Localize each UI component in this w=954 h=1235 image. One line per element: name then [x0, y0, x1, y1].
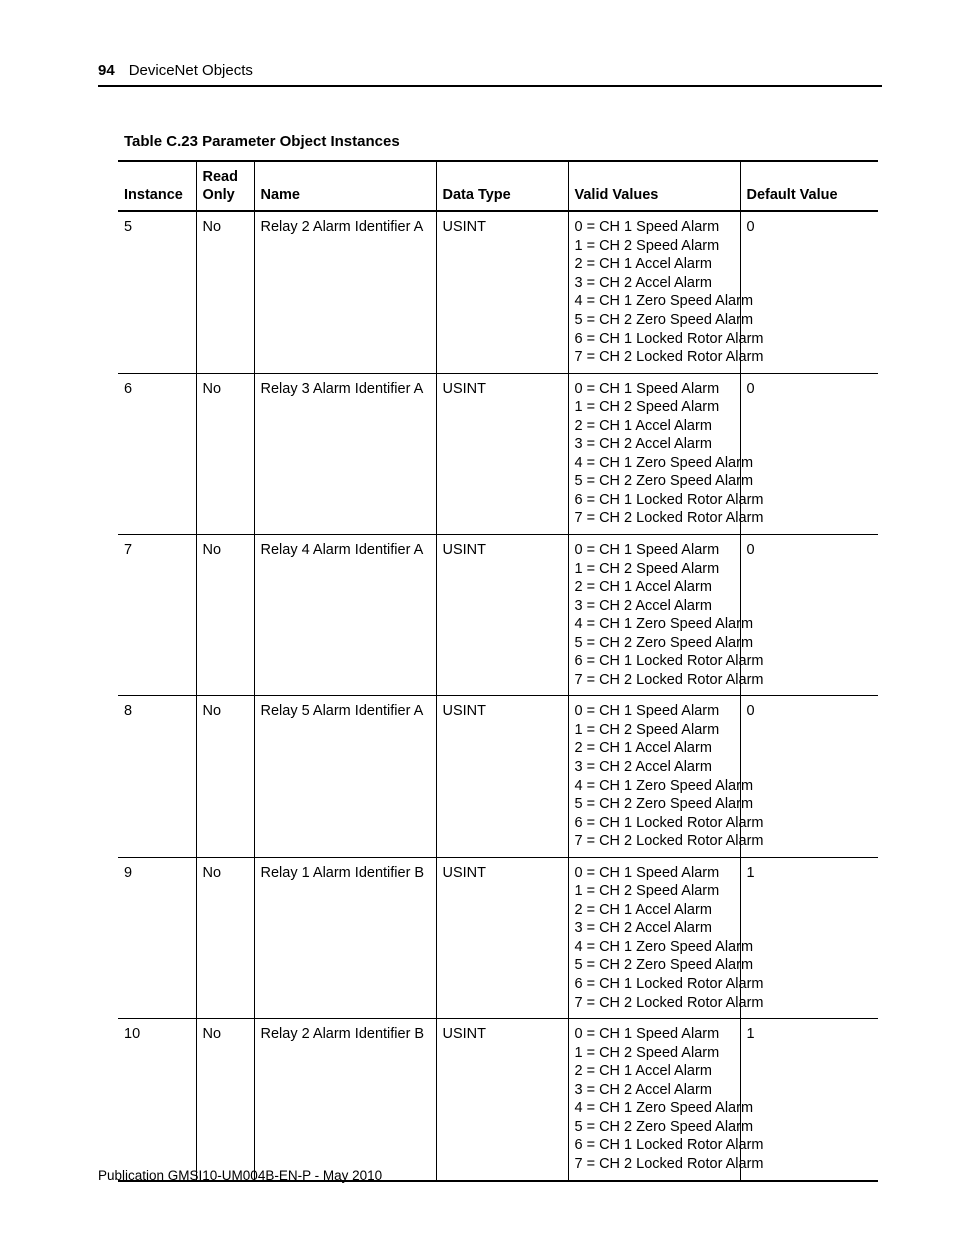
page-number: 94	[98, 62, 115, 79]
valid-value-line: 3 = CH 2 Accel Alarm	[575, 758, 734, 777]
col-read-only: Read Only	[196, 161, 254, 211]
valid-value-line: 6 = CH 1 Locked Rotor Alarm	[575, 652, 734, 671]
col-data-type: Data Type	[436, 161, 568, 211]
valid-value-line: 0 = CH 1 Speed Alarm	[575, 541, 734, 560]
cell-data-type: USINT	[436, 211, 568, 373]
table-header-row: Instance Read Only Name Data Type Valid …	[118, 161, 878, 211]
cell-instance: 8	[118, 696, 196, 857]
table-row: 7NoRelay 4 Alarm Identifier AUSINT0 = CH…	[118, 535, 878, 696]
valid-value-line: 0 = CH 1 Speed Alarm	[575, 218, 734, 237]
cell-data-type: USINT	[436, 857, 568, 1018]
valid-value-line: 7 = CH 2 Locked Rotor Alarm	[575, 509, 734, 528]
cell-instance: 6	[118, 373, 196, 534]
cell-name: Relay 3 Alarm Identifier A	[254, 373, 436, 534]
cell-instance: 5	[118, 211, 196, 373]
valid-value-line: 2 = CH 1 Accel Alarm	[575, 417, 734, 436]
cell-name: Relay 1 Alarm Identifier B	[254, 857, 436, 1018]
valid-value-line: 5 = CH 2 Zero Speed Alarm	[575, 956, 734, 975]
cell-instance: 9	[118, 857, 196, 1018]
parameter-table: Instance Read Only Name Data Type Valid …	[118, 160, 878, 1182]
valid-value-line: 3 = CH 2 Accel Alarm	[575, 435, 734, 454]
table-row: 6NoRelay 3 Alarm Identifier AUSINT0 = CH…	[118, 373, 878, 534]
valid-value-line: 4 = CH 1 Zero Speed Alarm	[575, 292, 734, 311]
cell-data-type: USINT	[436, 535, 568, 696]
cell-valid-values: 0 = CH 1 Speed Alarm1 = CH 2 Speed Alarm…	[568, 857, 740, 1018]
valid-value-line: 3 = CH 2 Accel Alarm	[575, 274, 734, 293]
section-title: DeviceNet Objects	[129, 62, 253, 79]
valid-value-line: 0 = CH 1 Speed Alarm	[575, 380, 734, 399]
table-row: 10NoRelay 2 Alarm Identifier BUSINT0 = C…	[118, 1019, 878, 1181]
table-row: 8NoRelay 5 Alarm Identifier AUSINT0 = CH…	[118, 696, 878, 857]
valid-value-line: 2 = CH 1 Accel Alarm	[575, 255, 734, 274]
cell-read-only: No	[196, 696, 254, 857]
valid-value-line: 7 = CH 2 Locked Rotor Alarm	[575, 832, 734, 851]
valid-value-line: 1 = CH 2 Speed Alarm	[575, 882, 734, 901]
col-name: Name	[254, 161, 436, 211]
valid-value-line: 6 = CH 1 Locked Rotor Alarm	[575, 1136, 734, 1155]
valid-value-line: 0 = CH 1 Speed Alarm	[575, 1025, 734, 1044]
col-instance: Instance	[118, 161, 196, 211]
valid-value-line: 6 = CH 1 Locked Rotor Alarm	[575, 975, 734, 994]
cell-read-only: No	[196, 857, 254, 1018]
cell-name: Relay 5 Alarm Identifier A	[254, 696, 436, 857]
valid-value-line: 0 = CH 1 Speed Alarm	[575, 864, 734, 883]
cell-valid-values: 0 = CH 1 Speed Alarm1 = CH 2 Speed Alarm…	[568, 1019, 740, 1181]
valid-value-line: 1 = CH 2 Speed Alarm	[575, 1044, 734, 1063]
valid-value-line: 1 = CH 2 Speed Alarm	[575, 560, 734, 579]
publication-footer: Publication GMSI10-UM004B-EN-P - May 201…	[98, 1168, 382, 1183]
valid-value-line: 4 = CH 1 Zero Speed Alarm	[575, 938, 734, 957]
cell-name: Relay 4 Alarm Identifier A	[254, 535, 436, 696]
page-header: 94 DeviceNet Objects	[98, 62, 882, 87]
valid-value-line: 4 = CH 1 Zero Speed Alarm	[575, 615, 734, 634]
cell-valid-values: 0 = CH 1 Speed Alarm1 = CH 2 Speed Alarm…	[568, 696, 740, 857]
valid-value-line: 5 = CH 2 Zero Speed Alarm	[575, 1118, 734, 1137]
table-caption: Table C.23 Parameter Object Instances	[124, 133, 882, 150]
cell-valid-values: 0 = CH 1 Speed Alarm1 = CH 2 Speed Alarm…	[568, 211, 740, 373]
valid-value-line: 6 = CH 1 Locked Rotor Alarm	[575, 330, 734, 349]
cell-valid-values: 0 = CH 1 Speed Alarm1 = CH 2 Speed Alarm…	[568, 373, 740, 534]
valid-value-line: 6 = CH 1 Locked Rotor Alarm	[575, 814, 734, 833]
valid-value-line: 7 = CH 2 Locked Rotor Alarm	[575, 1155, 734, 1174]
valid-value-line: 5 = CH 2 Zero Speed Alarm	[575, 634, 734, 653]
valid-value-line: 2 = CH 1 Accel Alarm	[575, 901, 734, 920]
valid-value-line: 5 = CH 2 Zero Speed Alarm	[575, 311, 734, 330]
cell-instance: 10	[118, 1019, 196, 1181]
cell-data-type: USINT	[436, 373, 568, 534]
valid-value-line: 7 = CH 2 Locked Rotor Alarm	[575, 671, 734, 690]
valid-value-line: 3 = CH 2 Accel Alarm	[575, 919, 734, 938]
valid-value-line: 7 = CH 2 Locked Rotor Alarm	[575, 994, 734, 1013]
valid-value-line: 2 = CH 1 Accel Alarm	[575, 578, 734, 597]
col-valid-values: Valid Values	[568, 161, 740, 211]
table-row: 5NoRelay 2 Alarm Identifier AUSINT0 = CH…	[118, 211, 878, 373]
valid-value-line: 2 = CH 1 Accel Alarm	[575, 1062, 734, 1081]
valid-value-line: 2 = CH 1 Accel Alarm	[575, 739, 734, 758]
valid-value-line: 3 = CH 2 Accel Alarm	[575, 597, 734, 616]
cell-valid-values: 0 = CH 1 Speed Alarm1 = CH 2 Speed Alarm…	[568, 535, 740, 696]
cell-name: Relay 2 Alarm Identifier B	[254, 1019, 436, 1181]
valid-value-line: 6 = CH 1 Locked Rotor Alarm	[575, 491, 734, 510]
col-read-only-line2: Only	[203, 186, 248, 204]
col-default-value: Default Value	[740, 161, 878, 211]
cell-name: Relay 2 Alarm Identifier A	[254, 211, 436, 373]
cell-read-only: No	[196, 211, 254, 373]
valid-value-line: 4 = CH 1 Zero Speed Alarm	[575, 1099, 734, 1118]
cell-read-only: No	[196, 1019, 254, 1181]
valid-value-line: 5 = CH 2 Zero Speed Alarm	[575, 472, 734, 491]
valid-value-line: 0 = CH 1 Speed Alarm	[575, 702, 734, 721]
col-read-only-line1: Read	[203, 168, 248, 186]
cell-read-only: No	[196, 373, 254, 534]
cell-data-type: USINT	[436, 696, 568, 857]
valid-value-line: 4 = CH 1 Zero Speed Alarm	[575, 454, 734, 473]
valid-value-line: 5 = CH 2 Zero Speed Alarm	[575, 795, 734, 814]
cell-data-type: USINT	[436, 1019, 568, 1181]
valid-value-line: 7 = CH 2 Locked Rotor Alarm	[575, 348, 734, 367]
cell-read-only: No	[196, 535, 254, 696]
valid-value-line: 1 = CH 2 Speed Alarm	[575, 721, 734, 740]
valid-value-line: 1 = CH 2 Speed Alarm	[575, 237, 734, 256]
valid-value-line: 1 = CH 2 Speed Alarm	[575, 398, 734, 417]
valid-value-line: 3 = CH 2 Accel Alarm	[575, 1081, 734, 1100]
valid-value-line: 4 = CH 1 Zero Speed Alarm	[575, 777, 734, 796]
table-row: 9NoRelay 1 Alarm Identifier BUSINT0 = CH…	[118, 857, 878, 1018]
cell-instance: 7	[118, 535, 196, 696]
